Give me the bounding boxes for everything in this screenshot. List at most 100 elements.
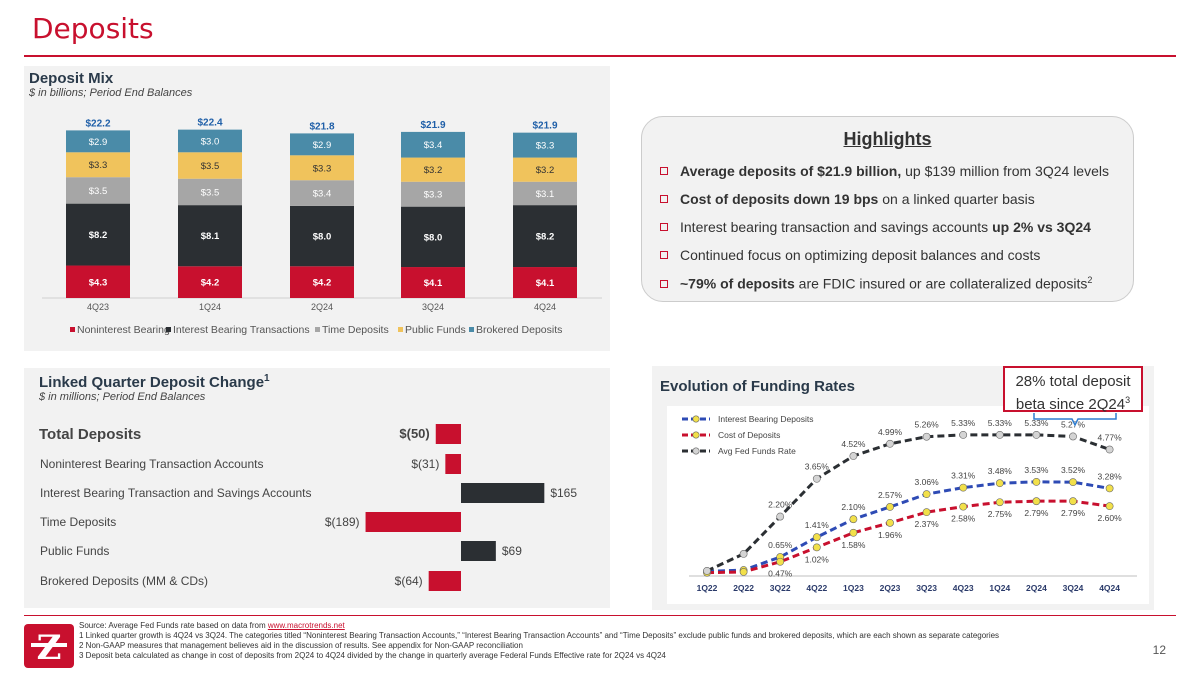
data-label: 0.65% bbox=[768, 540, 793, 550]
category-label: Public Funds bbox=[40, 544, 109, 558]
data-label: 2.60% bbox=[1098, 513, 1123, 523]
linked-quarter-chart: Total Deposits $(50) Noninterest Bearing T… bbox=[39, 424, 577, 591]
bar-segment bbox=[178, 205, 242, 267]
x-tick-label: 1Q23 bbox=[843, 583, 864, 593]
highlight-5-sup: 2 bbox=[1087, 275, 1093, 285]
data-point bbox=[1105, 502, 1114, 511]
bar-value-label: $3.3 bbox=[89, 160, 108, 171]
bar-value-label: $3.5 bbox=[89, 186, 108, 197]
data-label: 1.02% bbox=[805, 554, 830, 564]
highlight-5-bold: ~79% of deposits bbox=[680, 275, 795, 292]
x-tick-label: 4Q23 bbox=[87, 302, 109, 312]
data-label: 3.48% bbox=[988, 466, 1013, 476]
highlight-1-text: up $139 million from 3Q24 levels bbox=[901, 163, 1109, 179]
legend-label: Interest Bearing Deposits bbox=[718, 414, 813, 424]
funding-rates-panel: Evolution of Funding Rates 1Q22 2Q22 3Q22 4… bbox=[652, 366, 1154, 610]
bar-value-label: $3.3 bbox=[424, 190, 443, 201]
bar-segment bbox=[290, 155, 354, 181]
x-tick-label: 1Q24 bbox=[199, 302, 221, 312]
highlight-item-5: ~79% of deposits are FDIC insured or are… bbox=[660, 275, 1092, 292]
bar-total-label: $21.9 bbox=[420, 120, 445, 131]
linked-quarter-subtitle: $ in millions; Period End Balances bbox=[39, 391, 206, 403]
change-value-label: $69 bbox=[502, 544, 522, 558]
highlight-item-4: Continued focus on optimizing deposit ba… bbox=[660, 247, 1040, 263]
change-value-label: $(64) bbox=[395, 574, 423, 588]
bar-value-label: $4.2 bbox=[313, 278, 332, 289]
data-point bbox=[776, 512, 785, 521]
x-tick-label: 2Q23 bbox=[880, 583, 901, 593]
bar-value-label: $3.2 bbox=[536, 165, 555, 176]
data-point bbox=[1069, 497, 1077, 506]
checkbox-icon bbox=[660, 251, 668, 259]
data-point bbox=[959, 430, 968, 439]
x-tick-label: 1Q24 bbox=[989, 583, 1010, 593]
bar-value-label: $8.0 bbox=[313, 232, 332, 243]
bar-total-label: $21.8 bbox=[309, 121, 334, 132]
x-tick-label: 4Q23 bbox=[953, 583, 974, 593]
data-point bbox=[703, 566, 711, 575]
bar-value-label: $3.4 bbox=[313, 189, 332, 200]
data-point bbox=[812, 533, 821, 542]
change-value-label: $(31) bbox=[411, 457, 439, 471]
bar-value-label: $3.3 bbox=[313, 163, 332, 174]
bar-segment bbox=[178, 129, 242, 153]
page-title: Deposits bbox=[32, 12, 154, 45]
change-bar bbox=[461, 483, 545, 503]
data-label: 4.77% bbox=[1098, 433, 1123, 443]
bar-total-label: $22.2 bbox=[85, 118, 110, 129]
bar-segment bbox=[178, 178, 242, 206]
data-point bbox=[959, 483, 968, 492]
data-point bbox=[739, 550, 748, 558]
legend-swatch bbox=[398, 327, 403, 332]
category-label: Time Deposits bbox=[40, 515, 116, 529]
bar-segment bbox=[290, 133, 354, 156]
data-point bbox=[922, 508, 931, 517]
bar-segment bbox=[290, 205, 354, 267]
x-tick-label: 4Q24 bbox=[1099, 583, 1120, 593]
source-link[interactable]: www.macrotrends.net bbox=[267, 621, 345, 630]
legend-swatch bbox=[469, 327, 474, 332]
x-tick-label: 4Q24 bbox=[534, 302, 556, 312]
data-point bbox=[1032, 497, 1041, 506]
data-label: 3.31% bbox=[951, 471, 976, 481]
data-point bbox=[886, 518, 894, 527]
data-point bbox=[776, 557, 785, 566]
legend-label: Interest Bearing Transactions bbox=[173, 324, 310, 336]
bar-segment bbox=[513, 157, 577, 182]
change-value-label: $(50) bbox=[399, 426, 429, 441]
change-value-label: $(189) bbox=[325, 515, 360, 529]
checkbox-icon bbox=[660, 167, 668, 175]
footnote-3: 3 Deposit beta calculated as change in c… bbox=[79, 651, 666, 660]
data-point bbox=[995, 498, 1004, 507]
source-note: Source: Average Fed Funds rate based on … bbox=[79, 621, 999, 631]
bar-segment bbox=[401, 206, 465, 268]
bar-value-label: $3.0 bbox=[201, 136, 220, 147]
title-divider bbox=[24, 55, 1176, 57]
category-label: Noninterest Bearing Transaction Accounts bbox=[40, 457, 263, 471]
data-point bbox=[922, 432, 931, 441]
bar-segment bbox=[513, 205, 577, 268]
highlight-item-2: Cost of deposits down 19 bps on a linked… bbox=[660, 191, 1035, 207]
bar-total-label: $21.9 bbox=[532, 121, 557, 132]
category-label: Brokered Deposits (MM & CDs) bbox=[40, 574, 208, 588]
data-point bbox=[849, 515, 858, 524]
legend-label: Avg Fed Funds Rate bbox=[718, 446, 796, 456]
bar-value-label: $3.2 bbox=[424, 165, 443, 176]
data-label: 4.52% bbox=[841, 439, 866, 449]
category-label: Interest Bearing Transaction and Savings… bbox=[40, 486, 312, 500]
series-line bbox=[706, 499, 1110, 575]
data-label: 2.79% bbox=[1024, 508, 1049, 518]
bar-value-label: $8.1 bbox=[201, 231, 220, 242]
change-bar bbox=[445, 454, 461, 474]
data-point bbox=[886, 439, 894, 448]
data-label: 2.58% bbox=[951, 514, 976, 524]
bar-segment bbox=[513, 132, 577, 158]
data-point bbox=[1032, 477, 1041, 486]
category-label: Total Deposits bbox=[39, 426, 141, 443]
bar-value-label: $3.1 bbox=[536, 189, 555, 200]
data-point bbox=[886, 503, 894, 511]
linked-quarter-title-sup: 1 bbox=[264, 373, 270, 384]
x-tick-label: 4Q22 bbox=[806, 583, 827, 593]
data-point bbox=[812, 474, 821, 483]
beta-line-1: 28% total deposit bbox=[1015, 373, 1131, 390]
